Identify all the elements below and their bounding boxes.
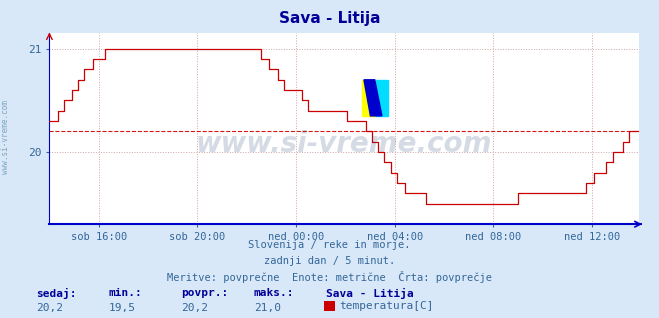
Text: povpr.:: povpr.: — [181, 288, 229, 298]
Polygon shape — [376, 80, 387, 116]
Text: www.si-vreme.com: www.si-vreme.com — [196, 130, 492, 158]
Text: www.si-vreme.com: www.si-vreme.com — [1, 100, 10, 174]
Text: Sava - Litija: Sava - Litija — [279, 11, 380, 26]
Text: zadnji dan / 5 minut.: zadnji dan / 5 minut. — [264, 256, 395, 266]
Text: min.:: min.: — [109, 288, 142, 298]
Text: Slovenija / reke in morje.: Slovenija / reke in morje. — [248, 240, 411, 250]
Text: sedaj:: sedaj: — [36, 288, 76, 300]
Text: maks.:: maks.: — [254, 288, 294, 298]
Polygon shape — [364, 80, 382, 116]
Text: 19,5: 19,5 — [109, 303, 136, 313]
Text: 20,2: 20,2 — [36, 303, 63, 313]
Text: Sava - Litija: Sava - Litija — [326, 288, 414, 300]
Text: 21,0: 21,0 — [254, 303, 281, 313]
Polygon shape — [362, 80, 376, 116]
Text: temperatura[C]: temperatura[C] — [339, 301, 434, 311]
Text: 20,2: 20,2 — [181, 303, 208, 313]
Text: Meritve: povprečne  Enote: metrične  Črta: povprečje: Meritve: povprečne Enote: metrične Črta:… — [167, 271, 492, 283]
